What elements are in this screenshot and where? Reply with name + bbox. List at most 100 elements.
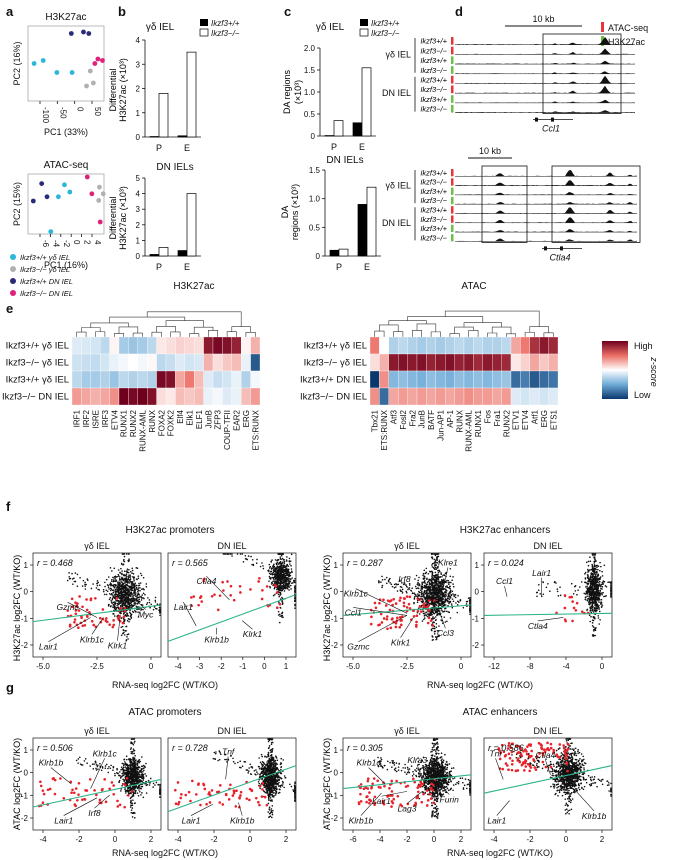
scatter-point [123, 558, 125, 561]
scatter-point [272, 571, 275, 574]
bar-ytick-label: 1.0 [304, 88, 316, 97]
heatmap-cell [128, 353, 138, 372]
heatmap-cell [426, 387, 436, 406]
scatter-point [127, 581, 129, 584]
scatter-point [432, 553, 435, 555]
pca-point [87, 68, 93, 74]
scatter-point-highlight [197, 603, 200, 607]
scatter-point [71, 578, 74, 580]
scatter-subtitle: γδ IEL [84, 726, 110, 736]
scatter-point [279, 556, 282, 558]
scatter-point [603, 580, 606, 583]
scatter-point [109, 587, 112, 590]
scatter-point [131, 751, 134, 753]
scatter-point-highlight [73, 620, 76, 624]
scatter-point-highlight [382, 598, 385, 602]
heatmap-col-label: ERG [242, 410, 251, 427]
scatter-point [133, 752, 136, 755]
track-signal [455, 60, 635, 65]
heatmap-cell [473, 336, 483, 355]
scatter-point [128, 620, 130, 623]
scatter-point [133, 594, 135, 597]
heatmap-cell [445, 336, 455, 355]
heatmap-col-label: ETV4 [521, 409, 530, 430]
scatter-point [423, 596, 426, 599]
scatter-point [441, 575, 443, 578]
scatter-point [121, 772, 123, 775]
track-label: Ikzf3−/− [420, 66, 447, 75]
scatter-point [559, 586, 561, 588]
scatter-point [96, 765, 99, 768]
scatter-point [422, 573, 425, 575]
scatter-point [147, 597, 149, 599]
scatter-point [439, 576, 442, 578]
heatmap-cell [416, 336, 427, 355]
scatter-point [136, 598, 138, 600]
scatter-point [76, 585, 79, 588]
scatter-point-highlight [563, 618, 567, 621]
scatter-point [591, 625, 594, 627]
heatmap-cell [147, 353, 157, 372]
heatmap-cell [203, 336, 214, 355]
gene-exon [535, 117, 538, 122]
dendrogram-branch [76, 331, 87, 337]
scatter-point [128, 603, 130, 605]
heatmap-cell [100, 336, 110, 355]
scatter-point [422, 594, 425, 597]
scatter-point [279, 606, 282, 609]
scatter-point [121, 597, 124, 600]
heatmap-cell [510, 370, 521, 389]
scatter-point-highlight [210, 594, 214, 598]
scatter-point [542, 581, 544, 583]
heatmap-cell [492, 353, 502, 372]
scatter-xtick-label: 0 [262, 662, 267, 671]
scatter-point [599, 561, 601, 564]
scatter-point [126, 571, 128, 574]
scatter-point-highlight [73, 618, 77, 621]
bar-ytick-label: 0 [316, 252, 321, 261]
scatter-point [126, 575, 128, 578]
scatter-point [112, 596, 115, 599]
scatter-point [129, 578, 132, 581]
heatmap-cell [379, 353, 389, 372]
scatter-point [130, 591, 133, 593]
scatter-point [137, 575, 140, 577]
scatter-point [117, 607, 120, 610]
scatter-point [449, 600, 452, 603]
scatter-point [89, 765, 92, 767]
scatter-point [449, 567, 452, 570]
scatter-point [411, 587, 414, 589]
scatter-point [589, 597, 591, 600]
scatter-point [593, 556, 596, 559]
heatmap-cell [156, 353, 167, 372]
scatter-point [443, 578, 445, 581]
scatter-point [465, 603, 468, 605]
scatter-point [430, 553, 433, 555]
scatter-point [593, 630, 595, 632]
scatter-point [431, 562, 434, 565]
heatmap-cell [398, 370, 408, 389]
scatter-point [426, 581, 429, 584]
scatter-xtick-label: 0 [459, 662, 464, 671]
scatter-point-highlight [423, 602, 426, 606]
scatter-point [286, 577, 289, 579]
scatter-point [127, 601, 129, 604]
scatter-point [423, 577, 426, 580]
heatmap-cell [165, 353, 176, 372]
scatter-point [141, 773, 143, 776]
scatter-point [102, 588, 105, 591]
scatter-point [127, 791, 130, 793]
scatter-point [117, 583, 120, 586]
scatter-point-highlight [415, 620, 418, 624]
colorbar-low-label: Low [634, 390, 651, 400]
scatter-point [127, 600, 130, 602]
scatter-xtick-label: -5.0 [346, 662, 360, 671]
bar-category-label: E [184, 262, 190, 272]
scatter-point [445, 588, 447, 591]
scatter-point [587, 598, 589, 600]
scatter-point [121, 573, 123, 576]
scatter-point [112, 584, 115, 586]
scatter-point [250, 555, 252, 558]
scatter-point [425, 611, 428, 614]
